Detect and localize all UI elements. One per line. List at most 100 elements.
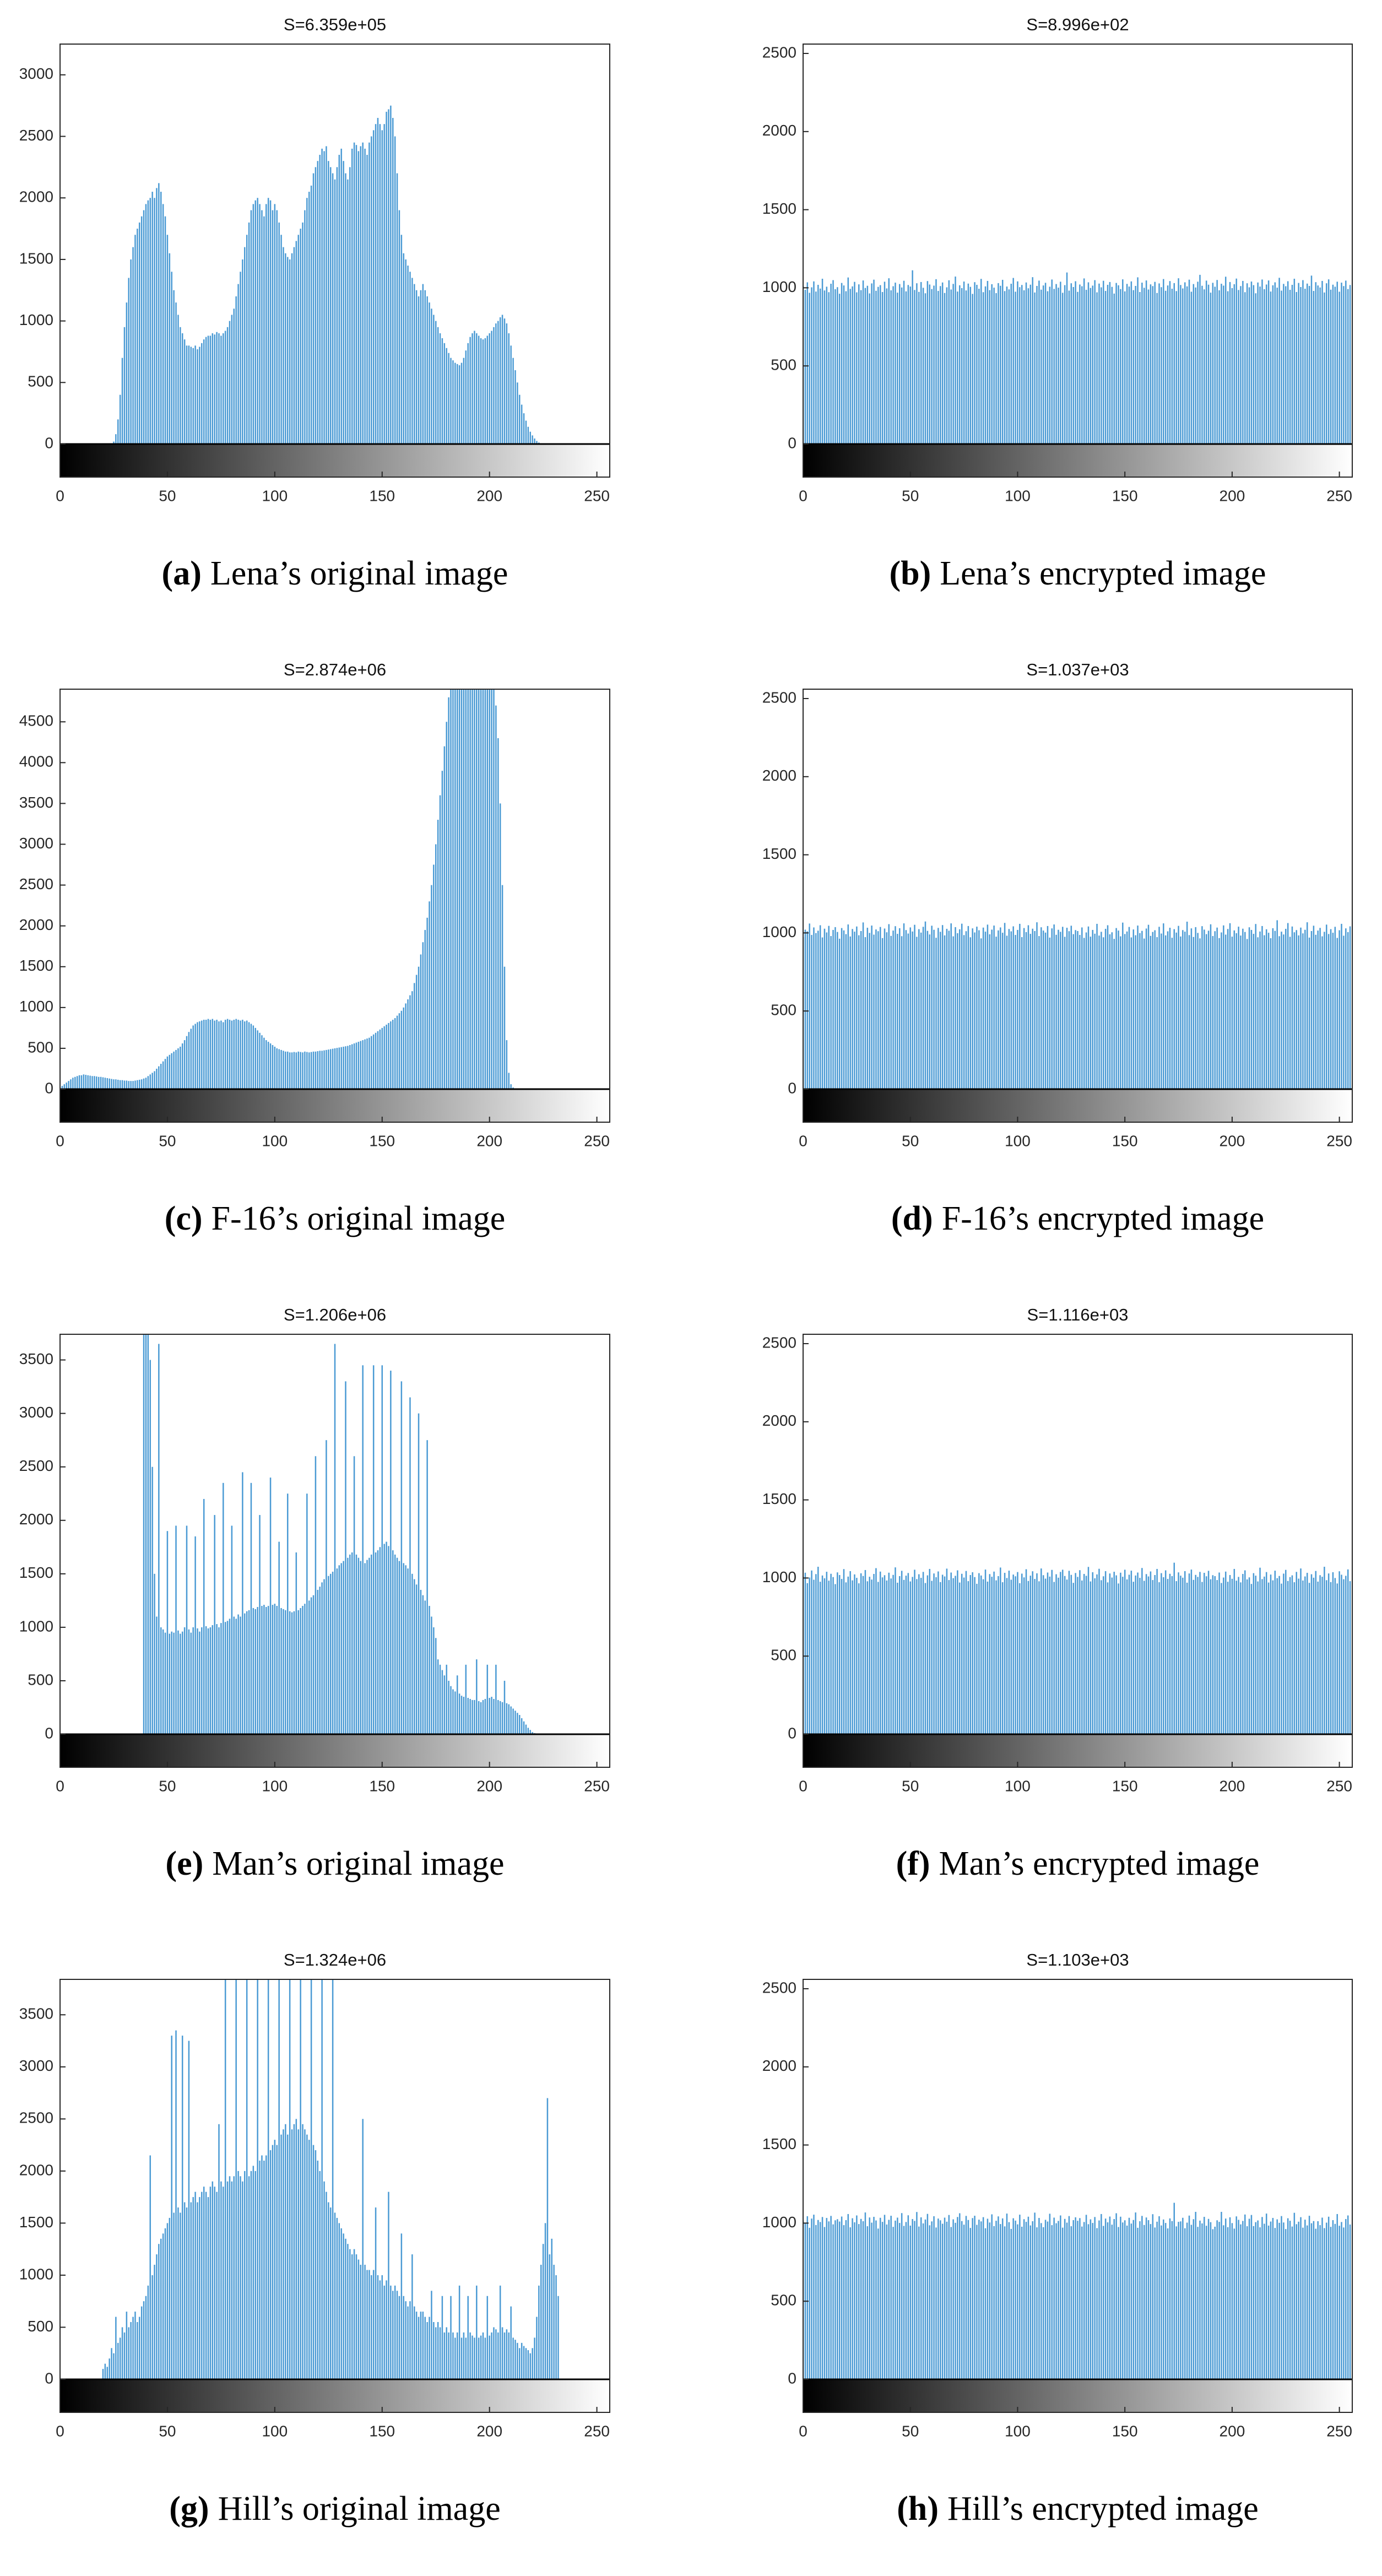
bar — [1070, 926, 1072, 1089]
bar — [804, 1572, 806, 1734]
bar — [319, 1051, 321, 1089]
bar — [390, 2285, 392, 2379]
bar — [463, 358, 465, 444]
bar — [1296, 930, 1297, 1089]
bar — [804, 929, 806, 1089]
bar — [293, 1611, 295, 1734]
bar — [1204, 289, 1205, 444]
bar — [469, 689, 471, 1089]
bar — [310, 185, 312, 444]
bar — [1126, 284, 1128, 444]
bar — [297, 2129, 299, 2379]
bar — [877, 286, 879, 444]
x-tick-label: 200 — [1220, 1777, 1245, 1794]
bar — [1216, 927, 1218, 1089]
bar — [1267, 2225, 1270, 2379]
bar — [164, 1059, 166, 1089]
x-tick-label: 250 — [1326, 2422, 1352, 2439]
bar — [854, 282, 855, 444]
bar — [237, 1020, 239, 1089]
bar — [128, 1081, 129, 1089]
bar — [138, 2317, 140, 2379]
bar — [858, 284, 860, 444]
bar — [252, 2166, 254, 2379]
x-tick-label: 150 — [1112, 1777, 1138, 1794]
bar — [137, 229, 138, 444]
bar — [96, 1076, 97, 1089]
bar — [864, 2212, 866, 2379]
bar — [866, 285, 869, 444]
bar — [1274, 2228, 1276, 2379]
bar — [257, 1030, 258, 1089]
bar — [1308, 2216, 1310, 2379]
y-tick-label: 1500 — [762, 1490, 796, 1507]
bar — [1006, 286, 1008, 444]
bar — [1197, 1577, 1199, 1734]
bar — [121, 1080, 123, 1089]
bar — [854, 932, 855, 1089]
bar — [285, 253, 286, 444]
bar — [1195, 927, 1196, 1089]
bar — [293, 1052, 295, 1089]
bar — [158, 2244, 160, 2379]
bar — [1175, 1581, 1177, 1734]
bar — [991, 2214, 993, 2379]
bar — [383, 1544, 385, 1734]
bar — [156, 1616, 158, 1734]
bar — [276, 1048, 278, 1089]
bar — [1349, 285, 1351, 444]
bar — [194, 1024, 196, 1089]
bar — [469, 1698, 471, 1734]
bar — [963, 1577, 965, 1734]
bar — [480, 2335, 482, 2379]
bar — [254, 2171, 257, 2379]
bar — [304, 1051, 306, 1089]
bar — [1278, 2222, 1280, 2379]
x-tick-label: 100 — [262, 1132, 288, 1149]
bar — [355, 2254, 357, 2379]
bar — [280, 1608, 282, 1734]
bar — [388, 1546, 389, 1734]
bar — [1004, 2226, 1006, 2379]
bar — [415, 1584, 418, 1734]
bar — [400, 2233, 403, 2379]
bar — [955, 927, 956, 1089]
bar — [237, 2171, 239, 2379]
bar — [149, 1360, 151, 1734]
bar — [289, 259, 291, 444]
bar — [521, 1718, 523, 1734]
bar — [375, 124, 377, 444]
bar — [463, 689, 465, 1089]
bar — [843, 1569, 845, 1734]
bar — [1042, 285, 1044, 444]
bar — [1085, 290, 1087, 444]
bar — [293, 2124, 295, 2379]
bar — [1261, 1579, 1263, 1734]
bar — [1130, 2223, 1132, 2379]
bar — [297, 1610, 299, 1734]
bar — [276, 1606, 278, 1734]
x-tick-label: 250 — [1326, 487, 1352, 504]
bar — [265, 1607, 267, 1734]
bar — [379, 1029, 381, 1089]
bar — [903, 2226, 905, 2379]
bar — [61, 1086, 63, 1089]
bar — [1229, 282, 1231, 444]
bar — [1139, 1578, 1141, 1734]
bar — [1289, 2221, 1291, 2379]
bar — [875, 2220, 877, 2379]
bar — [1058, 2221, 1059, 2379]
bar — [1327, 2216, 1330, 2379]
x-tick-label: 50 — [159, 487, 176, 504]
bar — [1315, 1571, 1317, 1734]
bar — [476, 689, 478, 1089]
bar — [1156, 937, 1158, 1089]
bar — [1244, 2214, 1246, 2379]
bar — [931, 926, 933, 1089]
bar — [916, 283, 918, 444]
bar — [1000, 927, 1001, 1089]
bar — [536, 441, 538, 444]
bar — [289, 1052, 291, 1089]
